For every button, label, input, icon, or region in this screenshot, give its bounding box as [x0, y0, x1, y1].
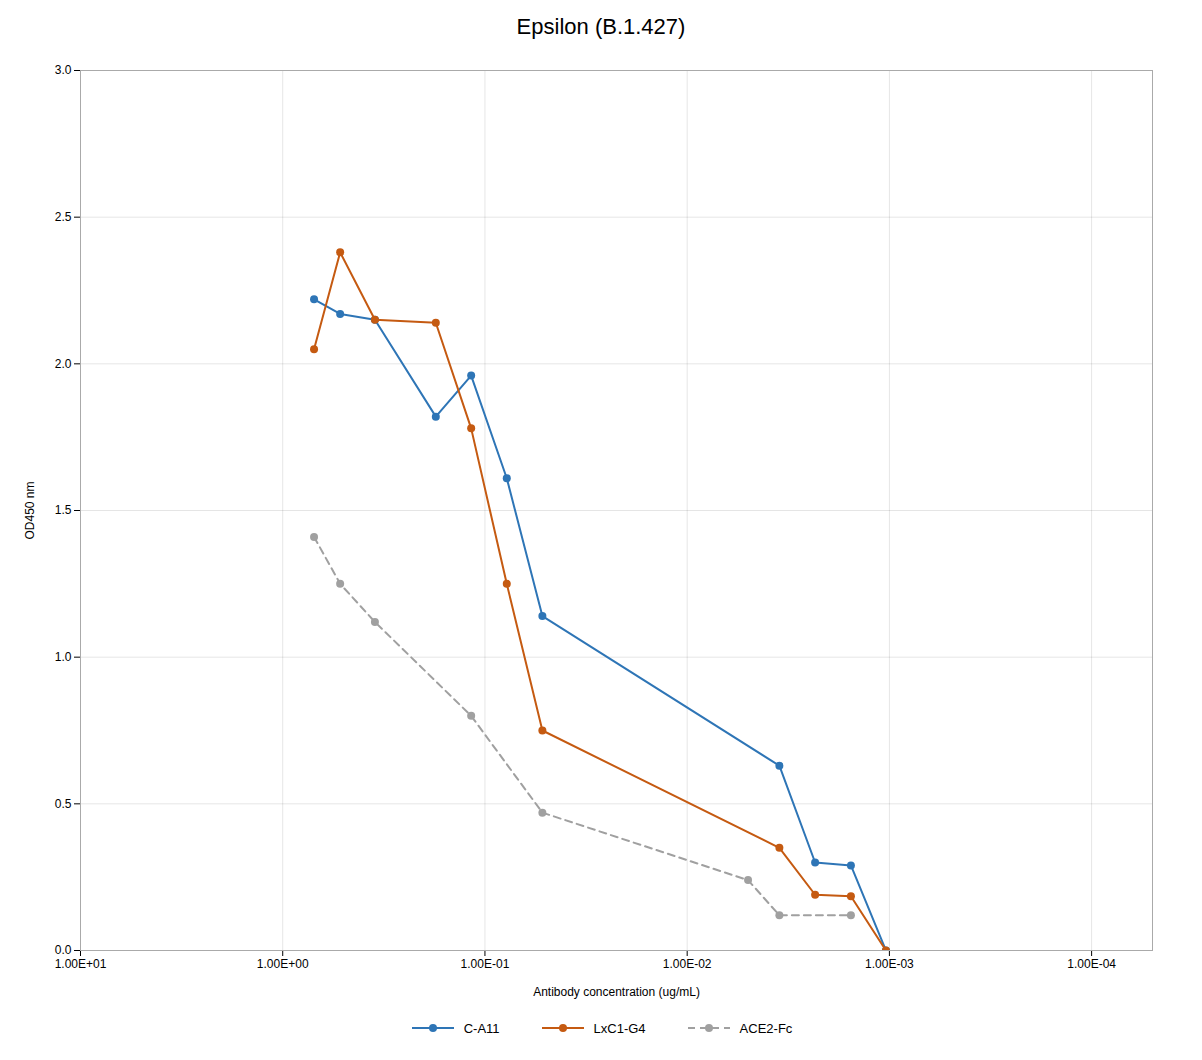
svg-text:1.00E+01: 1.00E+01	[55, 957, 107, 971]
svg-text:1.00E-03: 1.00E-03	[865, 957, 914, 971]
html-text:C-A11: C-A11	[463, 1020, 500, 1036]
svg-text:1.0: 1.0	[55, 650, 72, 664]
html-text:LxC1-G4: LxC1-G4	[593, 1020, 646, 1036]
svg-text:1.5: 1.5	[55, 503, 72, 517]
svg-text:1.00E-02: 1.00E-02	[663, 957, 712, 971]
svg-text:OD450 nm: OD450 nm	[23, 481, 37, 539]
svg-text:0.5: 0.5	[55, 797, 72, 811]
html-text:ACE2-Fc: ACE2-Fc	[739, 1020, 793, 1036]
svg-text:Antibody concentration (ug/mL): Antibody concentration (ug/mL)	[533, 985, 700, 999]
svg-text:1.00E+00: 1.00E+00	[257, 957, 309, 971]
svg-text:2.0: 2.0	[55, 357, 72, 371]
svg-text:2.5: 2.5	[55, 210, 72, 224]
svg-text:0.0: 0.0	[55, 943, 72, 957]
svg-text:1.00E-04: 1.00E-04	[1067, 957, 1116, 971]
svg-text:1.00E-01: 1.00E-01	[461, 957, 510, 971]
html-text:Epsilon (B.1.427): Epsilon (B.1.427)	[516, 14, 686, 39]
svg-text:3.0: 3.0	[55, 63, 72, 77]
